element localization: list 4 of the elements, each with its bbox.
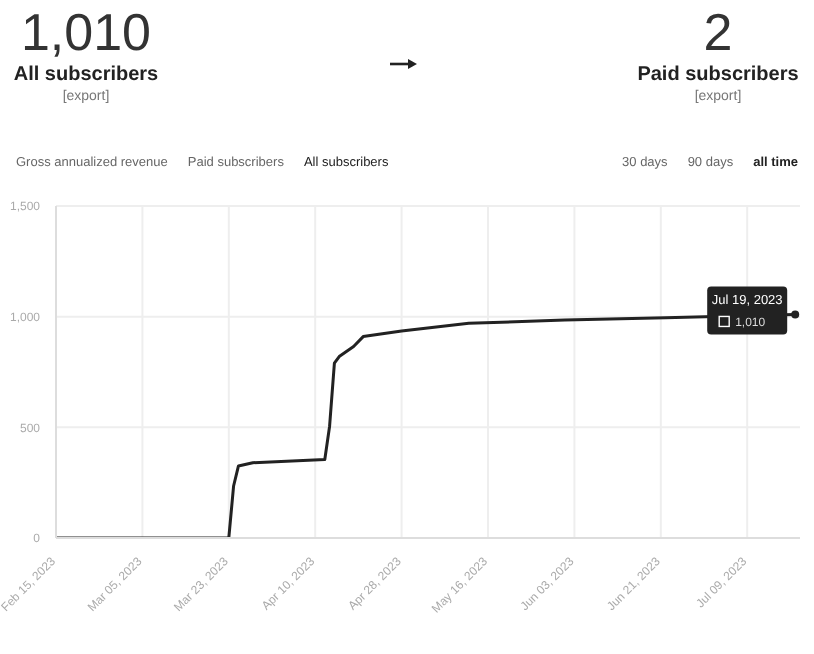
text: Paid subscribers <box>635 64 801 86</box>
text: 2 <box>701 0 735 64</box>
text: 1,010 <box>18 0 154 64</box>
text: All subscribers <box>11 64 161 86</box>
